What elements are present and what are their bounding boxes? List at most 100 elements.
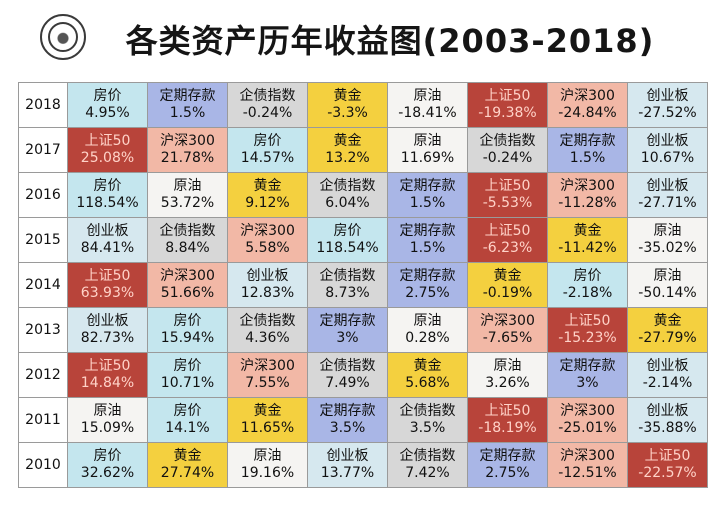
asset-cell: 房价 14.1% bbox=[147, 397, 228, 443]
asset-name: 上证50 bbox=[84, 358, 131, 374]
asset-name: 沪深300 bbox=[240, 358, 295, 374]
asset-cell: 沪深300 -7.65% bbox=[467, 307, 548, 353]
asset-name: 企债指数 bbox=[319, 358, 376, 374]
asset-cell: 上证50 -5.53% bbox=[467, 172, 548, 218]
asset-name: 创业板 bbox=[646, 358, 689, 374]
asset-name: 创业板 bbox=[646, 133, 689, 149]
asset-cell: 房价 4.95% bbox=[67, 82, 148, 128]
asset-name: 黄金 bbox=[573, 223, 602, 239]
asset-return: 118.54% bbox=[76, 195, 139, 211]
asset-name: 房价 bbox=[93, 448, 122, 464]
asset-return: -18.41% bbox=[398, 105, 457, 121]
asset-return: -27.52% bbox=[638, 105, 697, 121]
asset-return: -11.28% bbox=[558, 195, 617, 211]
asset-return: 7.55% bbox=[245, 375, 290, 391]
asset-name: 房价 bbox=[253, 133, 282, 149]
asset-cell: 创业板 84.41% bbox=[67, 217, 148, 263]
asset-name: 房价 bbox=[173, 313, 202, 329]
asset-cell: 房价 10.71% bbox=[147, 352, 228, 398]
asset-name: 定期存款 bbox=[319, 313, 376, 329]
asset-name: 定期存款 bbox=[399, 223, 456, 239]
asset-name: 上证50 bbox=[484, 403, 531, 419]
asset-cell: 企债指数 7.42% bbox=[387, 442, 468, 488]
table-row: 2010 房价 32.62% 黄金 27.74% 原油 19.16% 创业板 13.77% 企债指… bbox=[18, 442, 708, 488]
asset-cell: 房价 -2.18% bbox=[547, 262, 628, 308]
asset-cell: 原油 -35.02% bbox=[627, 217, 708, 263]
asset-name: 企债指数 bbox=[319, 178, 376, 194]
asset-return: 51.66% bbox=[160, 285, 215, 301]
asset-return: 1.5% bbox=[409, 240, 446, 256]
asset-return: -18.19% bbox=[478, 420, 537, 436]
asset-return: -7.65% bbox=[482, 330, 533, 346]
asset-cell: 黄金 -27.79% bbox=[627, 307, 708, 353]
asset-name: 企债指数 bbox=[239, 313, 296, 329]
asset-return: 14.84% bbox=[80, 375, 135, 391]
asset-return: 3.5% bbox=[329, 420, 366, 436]
asset-name: 房价 bbox=[173, 403, 202, 419]
asset-cell: 上证50 -22.57% bbox=[627, 442, 708, 488]
asset-cell: 企债指数 7.49% bbox=[307, 352, 388, 398]
asset-cell: 黄金 11.65% bbox=[227, 397, 308, 443]
asset-name: 创业板 bbox=[86, 313, 129, 329]
asset-return: 32.62% bbox=[80, 465, 135, 481]
asset-return: 3% bbox=[336, 330, 359, 346]
asset-cell: 定期存款 1.5% bbox=[387, 217, 468, 263]
asset-cell: 定期存款 3.5% bbox=[307, 397, 388, 443]
asset-name: 房价 bbox=[173, 358, 202, 374]
year-cell: 2012 bbox=[18, 352, 68, 398]
table-row: 2017 上证50 25.08% 沪深300 21.78% 房价 14.57% 黄金 13.2%… bbox=[18, 127, 708, 173]
asset-return: 13.2% bbox=[325, 150, 370, 166]
asset-name: 定期存款 bbox=[319, 403, 376, 419]
asset-return: 14.1% bbox=[165, 420, 210, 436]
asset-name: 黄金 bbox=[493, 268, 522, 284]
asset-return: 118.54% bbox=[316, 240, 379, 256]
asset-cell: 原油 53.72% bbox=[147, 172, 228, 218]
asset-name: 创业板 bbox=[246, 268, 289, 284]
asset-cell: 企债指数 -0.24% bbox=[467, 127, 548, 173]
asset-return: -27.71% bbox=[638, 195, 697, 211]
asset-cell: 企债指数 -0.24% bbox=[227, 82, 308, 128]
asset-name: 创业板 bbox=[646, 403, 689, 419]
asset-name: 沪深300 bbox=[160, 133, 215, 149]
asset-name: 上证50 bbox=[564, 313, 611, 329]
asset-return: 5.58% bbox=[245, 240, 290, 256]
table-row: 2012 上证50 14.84% 房价 10.71% 沪深300 7.55% 企债指数 7.49… bbox=[18, 352, 708, 398]
asset-cell: 定期存款 1.5% bbox=[547, 127, 628, 173]
asset-return: 11.65% bbox=[240, 420, 295, 436]
asset-cell: 原油 0.28% bbox=[387, 307, 468, 353]
asset-return: 13.77% bbox=[320, 465, 375, 481]
asset-cell: 上证50 -15.23% bbox=[547, 307, 628, 353]
asset-cell: 上证50 -6.23% bbox=[467, 217, 548, 263]
asset-cell: 原油 3.26% bbox=[467, 352, 548, 398]
asset-return: -35.88% bbox=[638, 420, 697, 436]
asset-name: 沪深300 bbox=[480, 313, 535, 329]
asset-return: 4.95% bbox=[85, 105, 130, 121]
asset-return: -24.84% bbox=[558, 105, 617, 121]
asset-return: 53.72% bbox=[160, 195, 215, 211]
asset-cell: 沪深300 5.58% bbox=[227, 217, 308, 263]
logo-emblem-icon bbox=[48, 22, 78, 52]
asset-return: -19.38% bbox=[478, 105, 537, 121]
asset-return: -15.23% bbox=[558, 330, 617, 346]
asset-name: 上证50 bbox=[484, 88, 531, 104]
asset-name: 定期存款 bbox=[479, 448, 536, 464]
asset-name: 沪深300 bbox=[560, 448, 615, 464]
asset-name: 原油 bbox=[413, 313, 442, 329]
asset-return: -27.79% bbox=[638, 330, 697, 346]
asset-cell: 房价 15.94% bbox=[147, 307, 228, 353]
asset-return: -2.18% bbox=[562, 285, 613, 301]
asset-cell: 沪深300 -11.28% bbox=[547, 172, 628, 218]
asset-cell: 上证50 25.08% bbox=[67, 127, 148, 173]
asset-cell: 上证50 63.93% bbox=[67, 262, 148, 308]
asset-return: 10.71% bbox=[160, 375, 215, 391]
asset-name: 创业板 bbox=[86, 223, 129, 239]
asset-name: 黄金 bbox=[333, 88, 362, 104]
asset-return: 3% bbox=[576, 375, 599, 391]
page-title: 各类资产历年收益图(2003-2018) bbox=[125, 22, 655, 60]
asset-name: 定期存款 bbox=[559, 358, 616, 374]
asset-name: 原油 bbox=[413, 88, 442, 104]
asset-name: 企债指数 bbox=[159, 223, 216, 239]
asset-name: 原油 bbox=[653, 223, 682, 239]
header: 各类资产历年收益图(2003-2018) bbox=[0, 0, 720, 72]
asset-cell: 原油 -50.14% bbox=[627, 262, 708, 308]
